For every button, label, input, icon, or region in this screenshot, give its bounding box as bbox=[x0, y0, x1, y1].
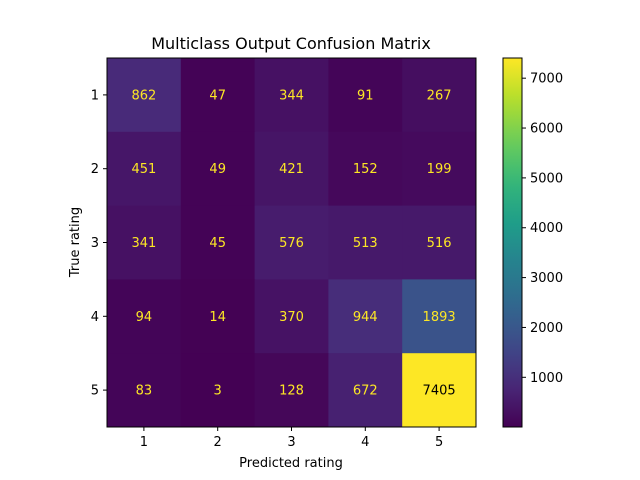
colorbar-ticks: 1000 2000 3000 4000 5000 6000 7000 bbox=[522, 72, 563, 386]
cell-value-label: 1893 bbox=[423, 310, 456, 325]
heatmap-cell bbox=[328, 353, 403, 428]
cell-value-label: 47 bbox=[209, 88, 226, 103]
y-tick-label: 4 bbox=[91, 310, 99, 325]
cell-value-label: 199 bbox=[427, 162, 452, 177]
cell-value-label: 91 bbox=[357, 88, 374, 103]
heatmap-cell bbox=[328, 58, 403, 133]
colorbar bbox=[502, 57, 523, 428]
heatmap-cell bbox=[180, 279, 256, 354]
heatmap-cell bbox=[180, 131, 256, 207]
y-axis-label: True rating bbox=[68, 207, 83, 278]
heatmap-cell bbox=[254, 353, 329, 428]
cell-value-label: 152 bbox=[353, 162, 378, 177]
colorbar-tick-label: 1000 bbox=[530, 371, 563, 386]
cell-value-label: 370 bbox=[279, 310, 304, 325]
heatmap-cell bbox=[402, 58, 477, 133]
x-tick-label: 4 bbox=[361, 435, 369, 450]
chart-title: Multiclass Output Confusion Matrix bbox=[151, 34, 431, 53]
heatmap-cell bbox=[328, 279, 403, 354]
colorbar-tick-label: 2000 bbox=[530, 321, 563, 336]
y-tick-label: 3 bbox=[91, 236, 99, 251]
y-tick-label: 5 bbox=[91, 384, 99, 399]
y-axis-ticks: 1 2 3 4 5 bbox=[91, 88, 107, 399]
heatmap-cell bbox=[107, 58, 182, 133]
cell-value-label: 3 bbox=[214, 384, 222, 399]
cell-value-label: 341 bbox=[131, 236, 156, 251]
x-tick-label: 3 bbox=[287, 435, 295, 450]
colorbar-tick-label: 7000 bbox=[530, 72, 563, 87]
heatmap-cell bbox=[180, 58, 256, 133]
cell-value-label: 83 bbox=[136, 384, 153, 399]
heatmap-cell bbox=[107, 205, 182, 280]
cell-value-label: 451 bbox=[131, 162, 156, 177]
cell-value-label: 94 bbox=[136, 310, 153, 325]
y-tick-label: 2 bbox=[91, 162, 99, 177]
heatmap-cells bbox=[107, 58, 477, 428]
cell-value-label: 45 bbox=[209, 236, 226, 251]
heatmap-cell bbox=[254, 58, 329, 133]
colorbar-tick-label: 6000 bbox=[530, 122, 563, 137]
cell-value-label: 576 bbox=[279, 236, 304, 251]
cell-value-label: 513 bbox=[353, 236, 378, 251]
cell-value-label: 128 bbox=[279, 384, 304, 399]
x-tick-label: 5 bbox=[435, 435, 443, 450]
x-axis-ticks: 1 2 3 4 5 bbox=[140, 427, 443, 450]
cell-value-label: 516 bbox=[427, 236, 452, 251]
heatmap-cell bbox=[328, 131, 403, 207]
colorbar-tick-label: 4000 bbox=[530, 221, 563, 236]
heatmap-cell bbox=[254, 205, 329, 280]
cell-value-labels: 862 47 344 91 267 451 49 421 152 199 341 45 576 513 51… bbox=[131, 88, 455, 398]
heatmap-cell bbox=[254, 131, 329, 207]
colorbar-tick-label: 5000 bbox=[530, 171, 563, 186]
heatmap-cell bbox=[328, 205, 403, 280]
heatmap-cell bbox=[402, 131, 477, 207]
cell-value-label: 267 bbox=[427, 88, 452, 103]
cell-value-label: 862 bbox=[131, 88, 156, 103]
x-axis-label: Predicted rating bbox=[239, 456, 343, 471]
cell-value-label: 344 bbox=[279, 88, 304, 103]
heatmap-cell bbox=[402, 205, 477, 280]
cell-value-label: 944 bbox=[353, 310, 378, 325]
x-tick-label: 1 bbox=[140, 435, 148, 450]
heatmap-cell bbox=[402, 353, 477, 428]
heatmap-cell bbox=[107, 279, 182, 354]
cell-value-label: 421 bbox=[279, 162, 304, 177]
heatmap-cell bbox=[107, 353, 182, 428]
cell-value-label: 49 bbox=[209, 162, 226, 177]
heatmap-cell bbox=[254, 279, 329, 354]
cell-value-label: 7405 bbox=[423, 384, 456, 399]
colorbar-tick-label: 3000 bbox=[530, 271, 563, 286]
cell-value-label: 14 bbox=[209, 310, 226, 325]
heatmap-cell bbox=[180, 205, 256, 280]
x-tick-label: 2 bbox=[214, 435, 222, 450]
cell-value-label: 672 bbox=[353, 384, 378, 399]
y-tick-label: 1 bbox=[91, 88, 99, 103]
heatmap-cell bbox=[402, 279, 477, 354]
heatmap-cell bbox=[180, 353, 256, 428]
heatmap-cell bbox=[107, 131, 182, 207]
